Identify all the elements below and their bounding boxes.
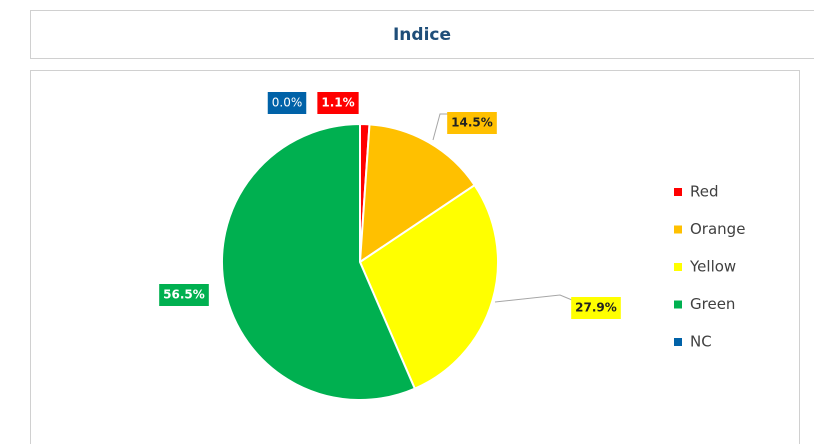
data-label: 0.0% xyxy=(268,92,307,114)
chart-title: Indice xyxy=(393,25,451,45)
legend-swatch xyxy=(674,226,682,234)
legend-label: Green xyxy=(690,295,735,313)
legend-label: NC xyxy=(690,333,712,351)
legend-swatch xyxy=(674,301,682,309)
data-label: 14.5% xyxy=(447,112,497,134)
legend-swatch xyxy=(674,188,682,196)
data-label-text: 0.0% xyxy=(272,96,303,110)
data-label: 27.9% xyxy=(571,297,621,319)
data-label: 56.5% xyxy=(159,284,209,306)
data-label-text: 27.9% xyxy=(575,301,617,315)
legend-label: Orange xyxy=(690,220,745,238)
data-label-text: 1.1% xyxy=(321,96,354,110)
legend-swatch xyxy=(674,263,682,271)
data-label-text: 14.5% xyxy=(451,116,493,130)
legend-label: Red xyxy=(690,183,719,201)
legend-label: Yellow xyxy=(689,258,736,276)
legend-swatch xyxy=(674,338,682,346)
data-label: 1.1% xyxy=(317,92,358,114)
data-label-text: 56.5% xyxy=(163,288,205,302)
